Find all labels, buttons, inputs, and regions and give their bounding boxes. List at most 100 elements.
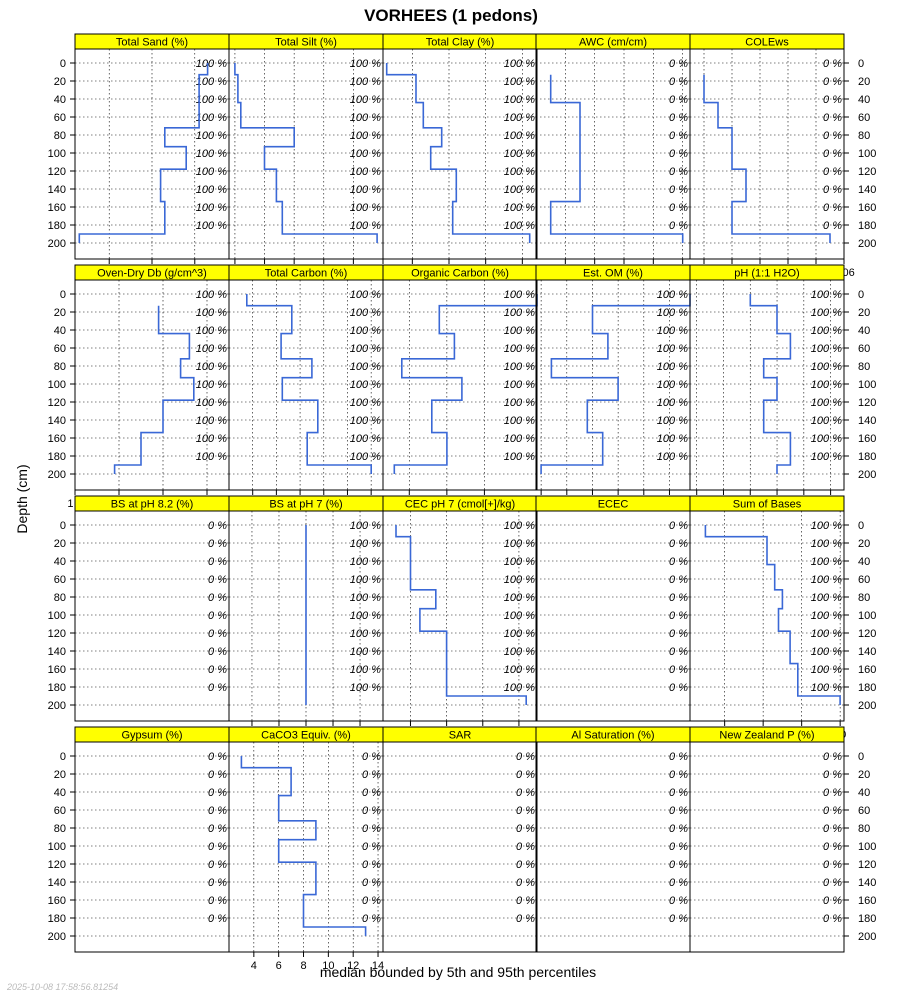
y-tick-label: 160: [858, 202, 876, 214]
percent-label: 0 %: [208, 769, 227, 781]
panel-14: ECEC 0 % 0 % 0 % 0 % 0 % 0 % 0 % 0 % 0 % 0 %: [535, 495, 691, 722]
panel-strip-label: Al Saturation (%): [571, 730, 654, 742]
percent-label: 100 %: [504, 538, 535, 550]
percent-label: 0 %: [208, 610, 227, 622]
percent-label: 0 %: [823, 202, 842, 214]
panel-4: AWC (cm/cm) 0 % 0 % 0 % 0 % 0 % 0 % 0 % 0 % 0 % 0 …: [535, 33, 693, 279]
percent-label: 100 %: [350, 664, 381, 676]
timestamp: 2025-10-08 17:58:56.81254: [6, 982, 118, 992]
panel-strip-label: CEC pH 7 (cmol[+]/kg): [405, 499, 515, 511]
percent-label: 100 %: [196, 451, 227, 463]
panel-19: Al Saturation (%) 0 % 0 % 0 % 0 % 0 % 0 % 0 % 0 …: [535, 726, 691, 953]
y-tick-label: 80: [54, 592, 66, 604]
percent-label: 0 %: [208, 538, 227, 550]
percent-label: 100 %: [504, 664, 535, 676]
y-tick-label: 120: [858, 397, 876, 409]
percent-label: 0 %: [823, 130, 842, 142]
y-tick-label: 80: [858, 823, 870, 835]
panel-strip-label: COLEws: [745, 37, 789, 49]
y-tick-label: 0: [60, 751, 66, 763]
panel-6: Oven-Dry Db (g/cm^3) 100 % 100 % 100 % 100 %…: [48, 264, 230, 510]
y-tick-label: 120: [48, 628, 66, 640]
y-tick-label: 0: [60, 520, 66, 532]
percent-label: 0 %: [208, 877, 227, 889]
percent-label: 0 %: [823, 877, 842, 889]
percent-label: 100 %: [811, 628, 842, 640]
percent-label: 0 %: [362, 805, 381, 817]
percent-label: 0 %: [208, 913, 227, 925]
percent-label: 0 %: [823, 769, 842, 781]
y-tick-label: 40: [54, 325, 66, 337]
y-tick-label: 80: [54, 130, 66, 142]
percent-label: 0 %: [669, 877, 688, 889]
panel-17: CaCO3 Equiv. (%) 0 % 0 % 0 % 0 % 0 % 0 % 0 % 0 %…: [228, 726, 384, 972]
percent-label: 0 %: [669, 769, 688, 781]
percent-label: 100 %: [504, 682, 535, 694]
percent-label: 0 %: [823, 859, 842, 871]
y-tick-label: 0: [858, 520, 864, 532]
percent-label: 100 %: [504, 379, 535, 391]
percent-label: 100 %: [657, 325, 688, 337]
y-tick-label: 60: [858, 805, 870, 817]
y-tick-label: 160: [858, 664, 876, 676]
y-tick-label: 100: [858, 379, 876, 391]
y-tick-label: 40: [54, 94, 66, 106]
panel-strip-label: Organic Carbon (%): [411, 268, 509, 280]
y-tick-label: 120: [48, 397, 66, 409]
percent-label: 100 %: [657, 397, 688, 409]
percent-label: 100 %: [811, 646, 842, 658]
percent-label: 100 %: [350, 343, 381, 355]
percent-label: 0 %: [669, 166, 688, 178]
median-line: [749, 294, 792, 474]
panel-strip-label: SAR: [449, 730, 472, 742]
percent-label: 0 %: [669, 664, 688, 676]
percent-label: 0 %: [669, 520, 688, 532]
y-tick-label: 60: [858, 574, 870, 586]
panel-frame: [382, 741, 538, 953]
percent-label: 100 %: [350, 538, 381, 550]
percent-label: 100 %: [350, 610, 381, 622]
percent-label: 100 %: [350, 556, 381, 568]
percent-label: 100 %: [350, 379, 381, 391]
percent-label: 0 %: [823, 112, 842, 124]
percent-label: 100 %: [504, 397, 535, 409]
y-tick-label: 20: [54, 307, 66, 319]
panel-frame: [535, 741, 691, 953]
y-tick-label: 200: [858, 931, 876, 943]
percent-label: 0 %: [208, 520, 227, 532]
percent-label: 100 %: [350, 289, 381, 301]
percent-label: 100 %: [811, 325, 842, 337]
x-tick-label: 4: [251, 960, 257, 972]
percent-label: 0 %: [669, 58, 688, 70]
percent-label: 100 %: [196, 76, 227, 88]
percent-label: 100 %: [504, 184, 535, 196]
panel-strip-label: Total Silt (%): [275, 37, 337, 49]
y-tick-label: 140: [858, 415, 876, 427]
y-tick-label: 0: [60, 289, 66, 301]
percent-label: 100 %: [811, 343, 842, 355]
y-tick-label: 100: [858, 148, 876, 160]
panel-7: Total Carbon (%)100 %100 %100 %100 %100 …: [228, 264, 384, 510]
percent-label: 100 %: [350, 451, 381, 463]
percent-label: 0 %: [516, 877, 535, 889]
percent-label: 100 %: [196, 202, 227, 214]
percent-label: 0 %: [208, 574, 227, 586]
panel-20: New Zealand P (%) 0 % 0 % 0 % 0 % 0 % 0 % 0 % 0 …: [689, 726, 876, 953]
percent-label: 100 %: [350, 220, 381, 232]
y-axis-label: Depth (cm): [14, 464, 30, 533]
panel-frame: [74, 741, 230, 953]
percent-label: 0 %: [669, 610, 688, 622]
percent-label: 100 %: [657, 289, 688, 301]
y-tick-label: 140: [48, 184, 66, 196]
percent-label: 100 %: [657, 415, 688, 427]
percent-label: 0 %: [823, 148, 842, 160]
percent-label: 0 %: [362, 841, 381, 853]
percent-label: 100 %: [504, 202, 535, 214]
median-line: [240, 756, 367, 936]
percent-label: 100 %: [196, 325, 227, 337]
percent-label: 0 %: [823, 823, 842, 835]
percent-label: 100 %: [196, 220, 227, 232]
percent-label: 100 %: [504, 433, 535, 445]
median-line: [246, 294, 372, 474]
y-tick-label: 140: [48, 877, 66, 889]
